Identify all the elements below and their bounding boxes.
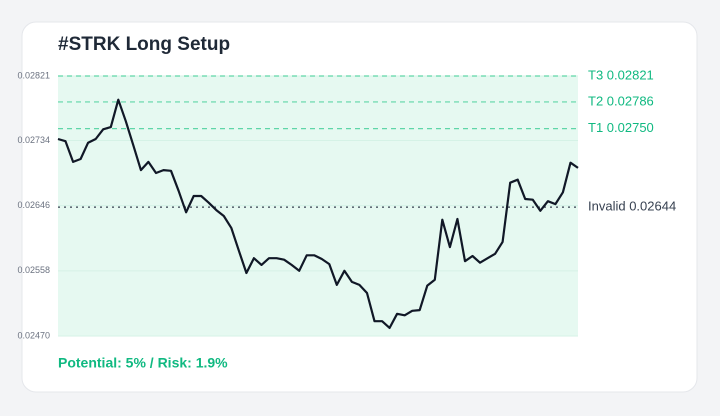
level-label: T2 0.02786 (588, 93, 654, 108)
y-tick-label: 0.02734 (17, 135, 50, 145)
y-tick-label: 0.02646 (17, 200, 50, 210)
price-line (57, 98, 579, 329)
annotation: Potential: 5% / Risk: 1.9% (58, 355, 228, 371)
y-tick-label: 0.02821 (17, 70, 50, 80)
level-label: T1 0.02750 (588, 120, 654, 135)
level-label: Invalid 0.02644 (588, 199, 676, 214)
y-tick-label: 0.02558 (17, 265, 50, 275)
y-tick-label: 0.02470 (17, 330, 50, 340)
level-label: T3 0.02821 (588, 67, 654, 82)
chart-title: #STRK Long Setup (58, 34, 230, 55)
